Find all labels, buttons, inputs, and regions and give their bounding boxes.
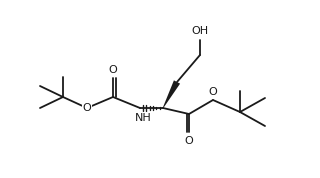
Text: O: O: [108, 65, 117, 75]
Text: O: O: [83, 103, 92, 113]
Text: O: O: [185, 136, 193, 146]
Text: NH: NH: [135, 113, 151, 123]
Polygon shape: [163, 80, 180, 108]
Text: O: O: [209, 87, 217, 97]
Text: OH: OH: [191, 26, 209, 36]
